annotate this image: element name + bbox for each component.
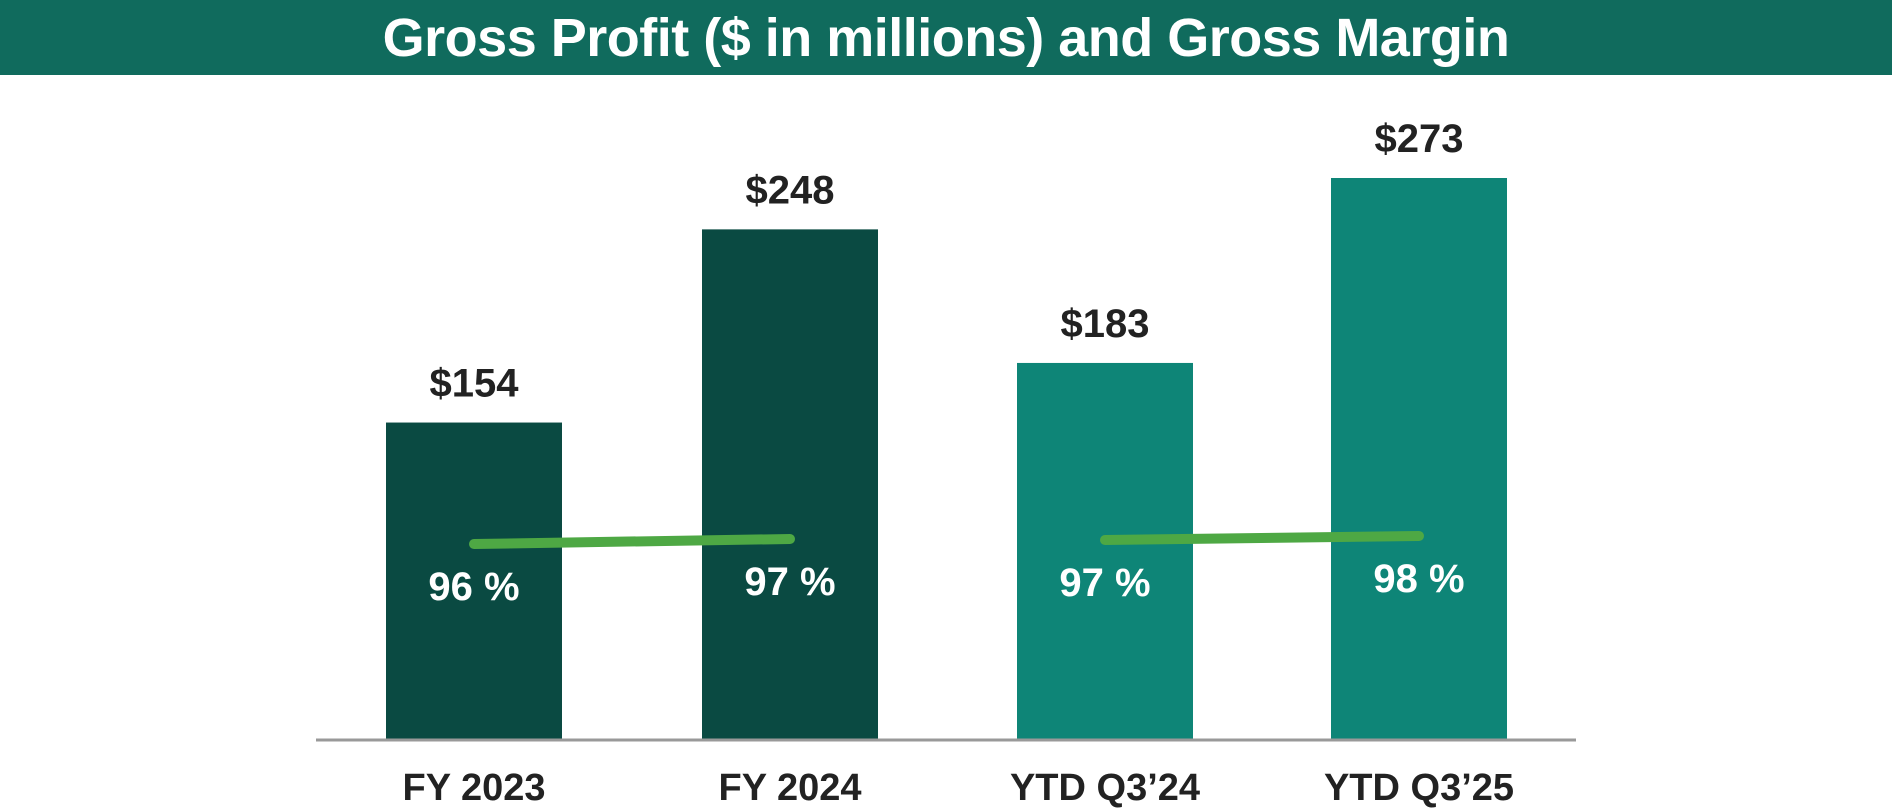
category-label-3: YTD Q3’24 bbox=[1010, 767, 1200, 809]
value-label-4: $273 bbox=[1375, 117, 1464, 161]
bar-4 bbox=[1331, 178, 1507, 739]
margin-label-4: 98 % bbox=[1373, 557, 1464, 601]
category-label-4: YTD Q3’25 bbox=[1324, 767, 1514, 809]
margin-label-3: 97 % bbox=[1059, 561, 1150, 605]
margin-label-2: 97 % bbox=[744, 560, 835, 604]
category-label-1: FY 2023 bbox=[403, 767, 546, 809]
margin-line-2 bbox=[1100, 531, 1424, 545]
bar-2 bbox=[702, 229, 878, 739]
category-label-2: FY 2024 bbox=[719, 767, 862, 809]
margin-label-1: 96 % bbox=[428, 565, 519, 609]
bar-3 bbox=[1017, 362, 1193, 739]
value-label-2: $248 bbox=[746, 168, 835, 212]
bar-1 bbox=[386, 422, 562, 739]
value-label-3: $183 bbox=[1061, 302, 1150, 346]
value-label-1: $154 bbox=[430, 362, 520, 406]
margin-line-1 bbox=[469, 534, 795, 549]
chart-title: Gross Profit ($ in millions) and Gross M… bbox=[382, 7, 1510, 68]
title-bar: Gross Profit ($ in millions) and Gross M… bbox=[0, 0, 1892, 75]
